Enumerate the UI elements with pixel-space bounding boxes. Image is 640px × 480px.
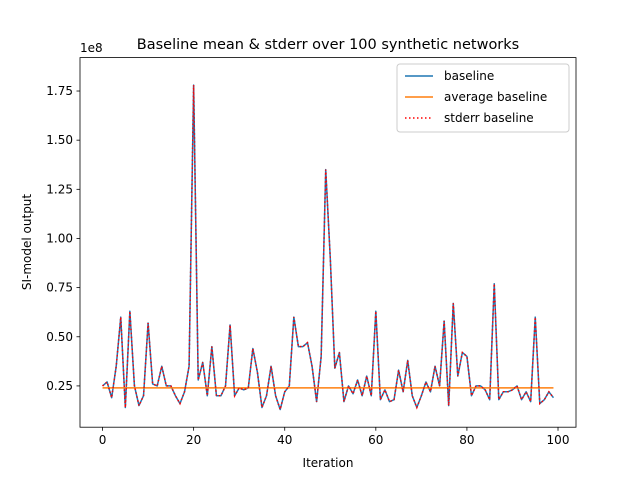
series-line-stderr-baseline [102, 85, 555, 413]
y-tick-label: 1.50 [46, 133, 73, 147]
legend: baseline average baseline stderr baselin… [396, 63, 570, 133]
legend-label-baseline: baseline [444, 69, 494, 83]
legend-label-stderr-baseline: stderr baseline [444, 111, 534, 125]
x-tick-label: 0 [99, 433, 107, 447]
x-tick-label: 100 [547, 433, 570, 447]
y-tick-label: 1.75 [46, 84, 73, 98]
x-axis-label: Iteration [303, 456, 354, 470]
series-line-baseline [102, 84, 555, 411]
y-tick-label: 0.50 [46, 330, 73, 344]
x-tick-label: 60 [368, 433, 383, 447]
y-axis-label: SI-model output [20, 194, 34, 291]
y-tick-label: 1.25 [46, 182, 73, 196]
legend-frame [396, 63, 570, 133]
x-tick-label: 80 [459, 433, 474, 447]
x-tick-label: 40 [277, 433, 292, 447]
x-axis: 0 20 40 60 80 100 [99, 427, 570, 447]
y-tick-label: 0.25 [46, 379, 73, 393]
chart-title: Baseline mean & stderr over 100 syntheti… [137, 37, 519, 53]
y-tick-label: 1.00 [46, 231, 73, 245]
y-tick-label: 0.75 [46, 281, 73, 295]
legend-label-average-baseline: average baseline [444, 90, 547, 104]
x-tick-label: 20 [186, 433, 201, 447]
plot-frame [79, 57, 577, 428]
plot-area [102, 84, 555, 413]
y-axis: 0.25 0.50 0.75 1.00 1.25 1.50 1.75 [46, 84, 80, 393]
y-multiplier-label: 1e8 [80, 41, 103, 55]
